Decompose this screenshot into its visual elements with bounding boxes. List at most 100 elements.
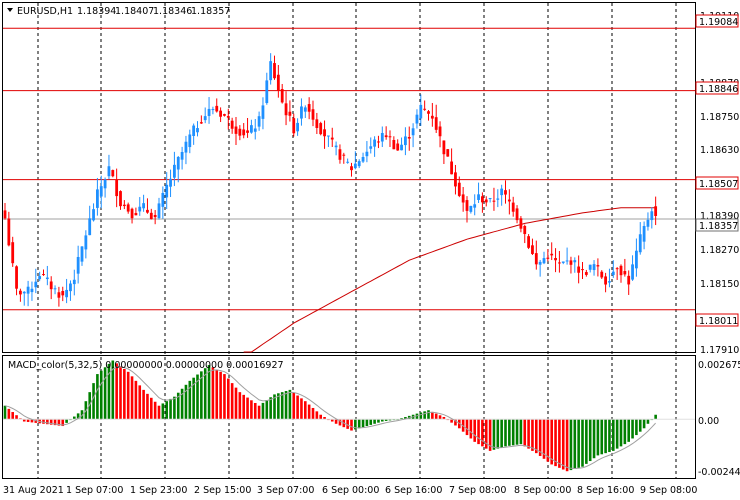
macd-histogram-bar	[596, 419, 600, 456]
macd-histogram-bar	[431, 411, 434, 420]
candle-body	[142, 203, 145, 209]
candle-body	[161, 192, 165, 207]
candle-body	[276, 74, 280, 91]
candle-body	[319, 123, 323, 135]
macd-histogram-bar	[434, 413, 438, 420]
candle-body	[450, 161, 453, 175]
macd-histogram-bar	[554, 419, 557, 467]
price-tick: 1.18150	[700, 279, 739, 290]
macd-histogram-bar	[377, 419, 380, 423]
macd-histogram-bar	[61, 419, 65, 427]
macd-histogram-bar	[404, 417, 407, 420]
candle-body	[538, 261, 542, 265]
macd-histogram-bar	[531, 419, 534, 451]
candle-body	[496, 198, 500, 200]
macd-histogram-bar	[481, 419, 484, 447]
candle-body	[434, 117, 438, 130]
time-label: 7 Sep 08:00	[449, 485, 506, 496]
macd-tick: -0.002445	[698, 467, 740, 478]
macd-histogram-bar	[577, 419, 580, 468]
horizontal-levels[interactable]	[3, 27, 695, 311]
candle-body	[307, 104, 311, 112]
candle-body	[122, 204, 126, 207]
macd-histogram-bar	[334, 419, 338, 424]
macd-histogram-bar	[111, 360, 115, 420]
candle-body	[165, 184, 169, 198]
candle-body	[635, 250, 638, 269]
macd-histogram-bar	[138, 385, 142, 420]
macd-histogram-bar	[612, 419, 615, 451]
candle-body	[146, 209, 149, 213]
macd-histogram-bar	[73, 416, 76, 420]
macd-histogram-bar	[234, 387, 238, 420]
candle-body	[303, 107, 307, 112]
macd-histogram-bar	[296, 395, 299, 420]
macd-histogram-bar	[30, 419, 34, 423]
macd-histogram-bar	[484, 419, 488, 449]
macd-histogram-bar	[357, 419, 361, 429]
candle-body	[19, 290, 22, 295]
macd-histogram-bar	[465, 419, 469, 436]
candle-body	[111, 170, 115, 177]
candle-body	[604, 276, 607, 285]
candle-body	[427, 111, 430, 114]
candle-body	[72, 279, 76, 285]
candle-body	[454, 172, 457, 187]
candle-body	[392, 139, 396, 150]
macd-histogram-bar	[53, 419, 57, 426]
macd-histogram-bar	[330, 419, 334, 422]
macd-histogram-bar	[207, 365, 211, 420]
candle-body	[230, 120, 234, 129]
candle-body	[130, 208, 134, 219]
candle-body	[565, 260, 569, 262]
candle-body	[253, 128, 257, 132]
macd-histogram-bar	[558, 419, 561, 468]
candle-body	[581, 269, 584, 271]
macd-histogram-bar	[354, 419, 357, 430]
macd-histogram-bar	[203, 368, 207, 420]
macd-histogram-bar	[76, 413, 80, 420]
candle-body	[103, 179, 107, 189]
macd-histogram-bar	[550, 419, 553, 465]
time-axis[interactable]: 31 Aug 2021 1 Sep 07:00 1 Sep 23:00 2 Se…	[3, 485, 697, 496]
candle-body	[115, 179, 119, 197]
candle-body	[80, 246, 84, 262]
candle-body	[361, 156, 365, 162]
candle-body	[353, 163, 357, 169]
candle-body	[330, 137, 334, 140]
candle-body	[488, 197, 492, 199]
candle-body	[400, 144, 403, 151]
macd-histogram-bar	[280, 392, 284, 420]
candle-body	[238, 128, 242, 136]
candle-body	[369, 146, 373, 149]
macd-histogram-bar	[423, 411, 426, 420]
macd-histogram-bar	[146, 393, 149, 420]
macd-histogram-bar	[369, 419, 373, 425]
macd-histogram-bar	[46, 419, 49, 425]
candle-body	[99, 186, 103, 197]
candle-body	[176, 156, 180, 170]
macd-histogram-bar	[257, 405, 261, 420]
macd-histogram-bar	[227, 378, 230, 420]
candle-body	[34, 281, 38, 288]
chart-menu-triangle-icon[interactable]	[7, 8, 13, 12]
ohlc-open: 1.18394	[77, 6, 116, 17]
macd-histogram-bar	[388, 419, 392, 421]
candle-body	[126, 204, 130, 212]
candle-body	[542, 258, 546, 264]
candle-body	[577, 266, 581, 273]
candle-body	[288, 111, 292, 116]
candle-body	[246, 130, 249, 133]
candle-body	[588, 264, 592, 270]
macd-histogram-bar	[161, 403, 165, 420]
candle-body	[269, 61, 273, 81]
time-label: 1 Sep 07:00	[66, 485, 123, 496]
candle-body	[477, 194, 480, 200]
candle-body	[346, 161, 350, 163]
macd-histogram-bar	[169, 398, 172, 420]
macd-histogram-bar	[107, 363, 111, 420]
candle-body	[531, 245, 534, 254]
macd-histogram-bar	[304, 401, 307, 420]
